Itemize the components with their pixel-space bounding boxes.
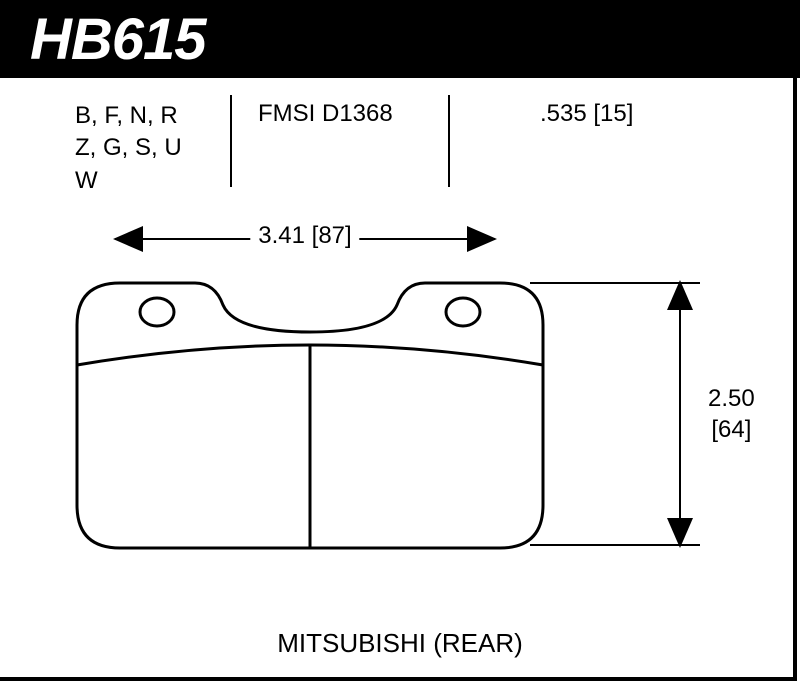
codes-line: Z, G, S, U bbox=[75, 132, 182, 164]
dim-line bbox=[679, 282, 681, 546]
codes-line: W bbox=[75, 165, 182, 197]
arrow-down-icon bbox=[667, 518, 693, 548]
height-inches: 2.50 bbox=[708, 383, 755, 414]
codes-line: B, F, N, R bbox=[75, 100, 182, 132]
header-bar: HB615 bbox=[0, 0, 800, 78]
pad-diagram: 3.41 [87] 2.50 [64] bbox=[0, 220, 800, 620]
arrow-up-icon bbox=[667, 280, 693, 310]
height-mm: [64] bbox=[708, 414, 755, 445]
thickness-value: .535 [15] bbox=[540, 100, 633, 128]
compound-codes: B, F, N, R Z, G, S, U W bbox=[75, 100, 182, 197]
height-dimension: 2.50 [64] bbox=[660, 282, 700, 546]
brake-pad-outline bbox=[75, 270, 545, 570]
width-dimension: 3.41 [87] bbox=[115, 230, 495, 270]
arrow-left-icon bbox=[113, 226, 143, 252]
part-number: HB615 bbox=[30, 6, 206, 73]
frame-bottom bbox=[0, 677, 797, 681]
divider bbox=[230, 95, 232, 187]
fmsi-code: FMSI D1368 bbox=[258, 100, 393, 128]
width-label: 3.41 [87] bbox=[250, 222, 359, 250]
application-label: MITSUBISHI (REAR) bbox=[277, 628, 523, 659]
height-label: 2.50 [64] bbox=[708, 383, 755, 445]
divider bbox=[448, 95, 450, 187]
arrow-right-icon bbox=[467, 226, 497, 252]
